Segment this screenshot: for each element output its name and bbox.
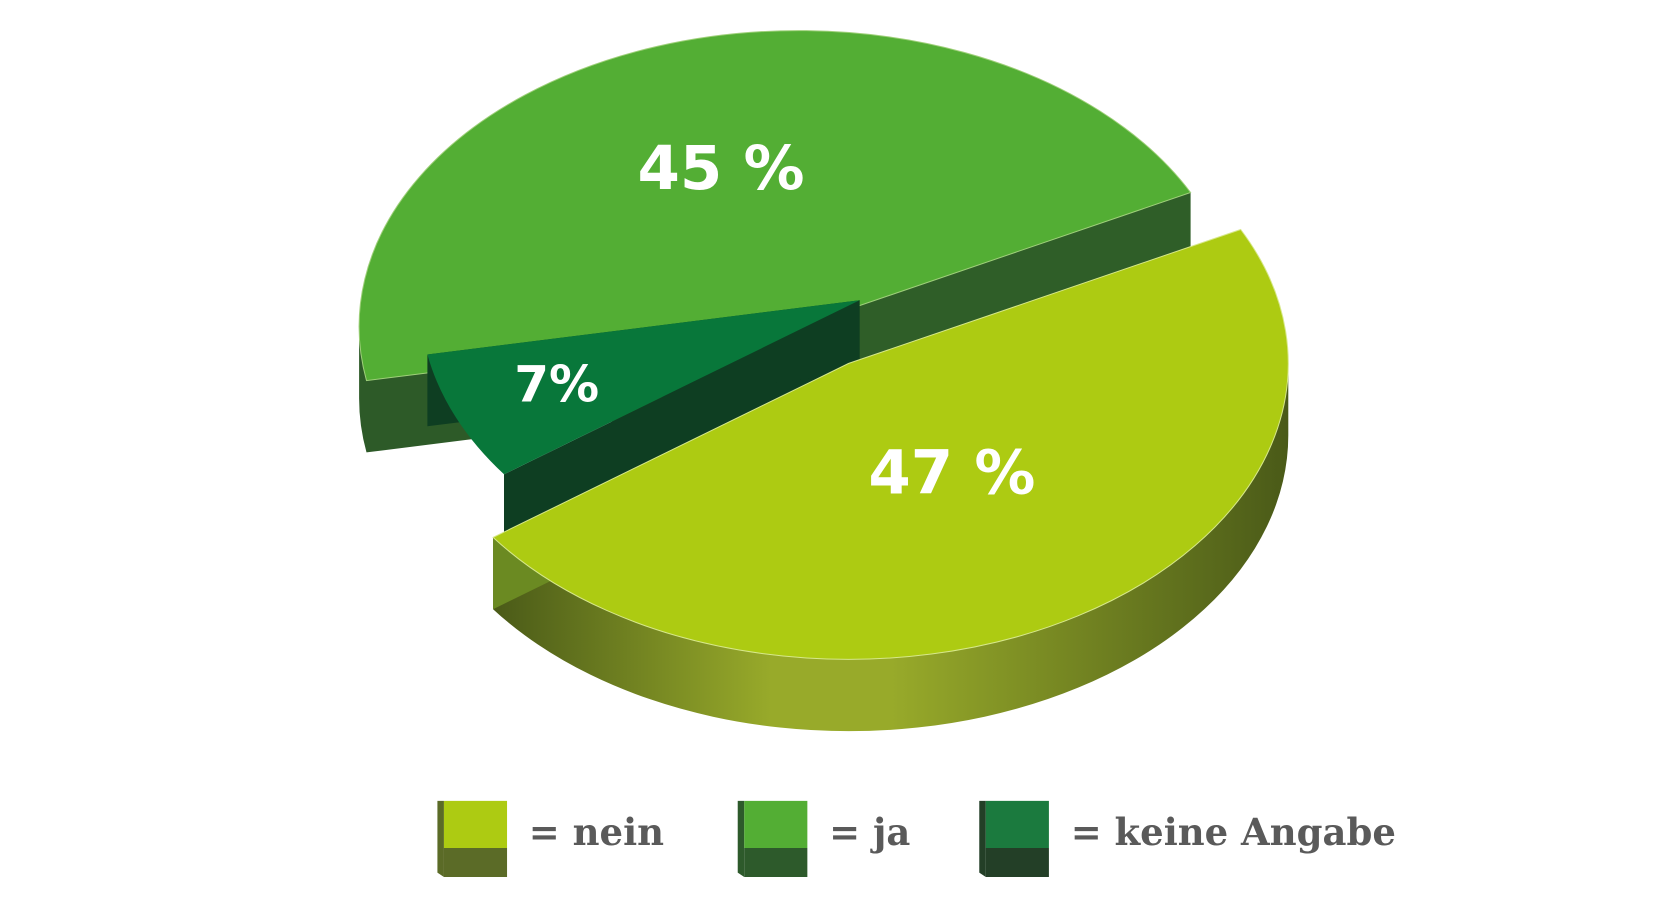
legend-swatch-ja-side <box>737 800 745 877</box>
legend-swatch-nein-top <box>443 800 508 849</box>
legend-swatch-keine-angabe-top <box>985 800 1049 849</box>
legend-item-ja: = ja <box>737 800 910 877</box>
slice-ja-side <box>359 326 367 453</box>
slice-keine-angabe-label: 7% <box>514 356 599 414</box>
legend-swatch-ja-top <box>744 800 808 849</box>
legend: = nein = ja = keine Angabe <box>437 800 1396 877</box>
legend-swatch-ja-front <box>744 848 808 877</box>
slice-keine-angabe-top <box>427 300 860 475</box>
legend-item-nein: = nein <box>437 800 664 877</box>
legend-item-keine-angabe: = keine Angabe <box>979 800 1396 877</box>
slice-ja-label: 45 % <box>637 133 804 204</box>
legend-swatch-nein-front <box>443 848 508 877</box>
legend-label-keine-angabe: = keine Angabe <box>1071 810 1396 854</box>
legend-label-nein: = nein <box>529 810 664 854</box>
legend-swatch-nein-side <box>437 800 444 877</box>
slice-nein-side <box>493 363 1289 732</box>
slice-nein: 47 % <box>492 228 1289 732</box>
slice-nein-top <box>492 228 1289 660</box>
legend-swatch-keine-angabe-side <box>979 800 986 877</box>
slice-nein-label: 47 % <box>868 438 1035 509</box>
legend-swatch-keine-angabe-front <box>985 848 1049 877</box>
slice-keine-angabe: 7% <box>427 300 860 547</box>
legend-label-ja: = ja <box>829 810 910 854</box>
slice-ja-top <box>358 30 1192 382</box>
